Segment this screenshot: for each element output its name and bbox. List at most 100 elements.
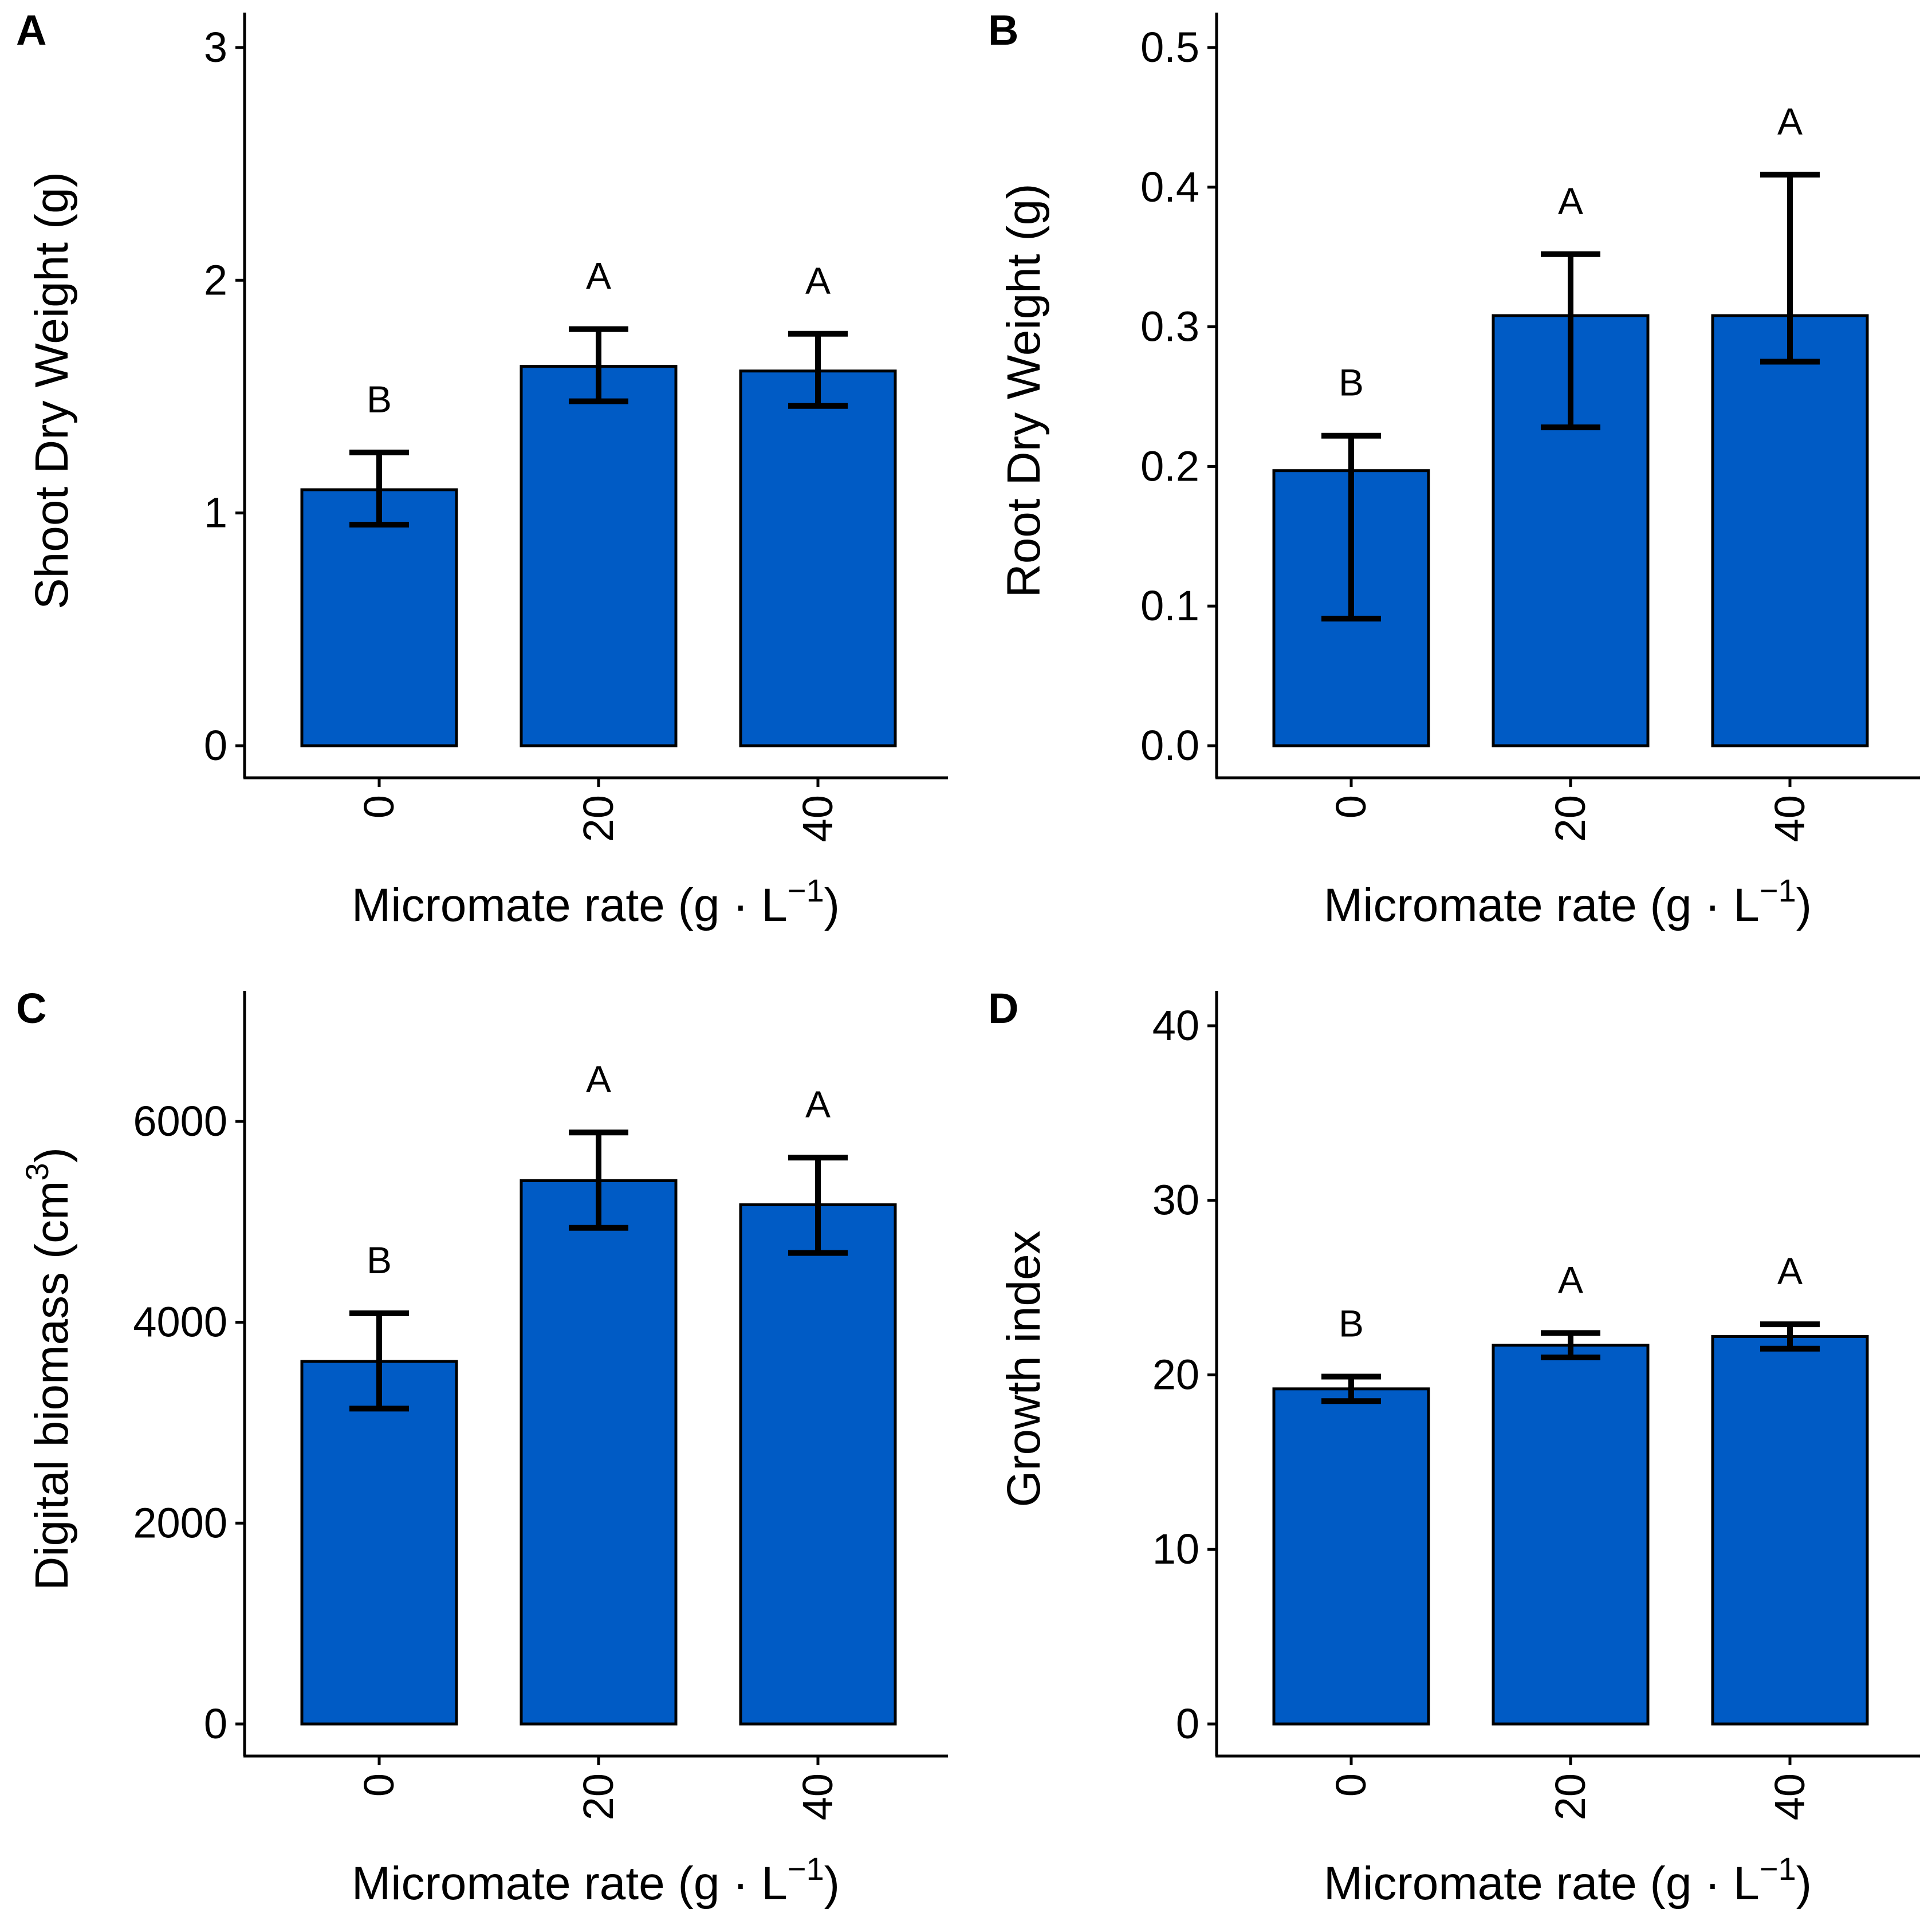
significance-letter: A bbox=[586, 1058, 611, 1100]
y-tick-label: 0 bbox=[204, 1700, 227, 1747]
error-bar-20 bbox=[1541, 251, 1600, 431]
significance-letter: A bbox=[586, 255, 611, 297]
y-tick-label: 2000 bbox=[133, 1499, 227, 1546]
bar-20 bbox=[520, 365, 678, 747]
bar-40 bbox=[1711, 314, 1869, 747]
bar-20 bbox=[1492, 1344, 1650, 1726]
y-tick-label: 0.4 bbox=[1140, 163, 1199, 211]
bar-20 bbox=[520, 1179, 678, 1726]
significance-letter: B bbox=[367, 1239, 392, 1281]
significance-letter: A bbox=[1777, 100, 1803, 143]
y-tick-label: 0.1 bbox=[1140, 582, 1199, 629]
x-tick-label: 0 bbox=[1327, 795, 1375, 818]
panel-letter: D bbox=[988, 985, 1018, 1032]
x-tick-label: 40 bbox=[1766, 1773, 1813, 1820]
y-tick-label: 3 bbox=[204, 23, 227, 71]
significance-letter: A bbox=[1777, 1250, 1803, 1292]
bar-40 bbox=[739, 369, 897, 747]
y-tick-label: 0.5 bbox=[1140, 23, 1199, 71]
error-bar-40 bbox=[788, 330, 848, 409]
panel-letter: C bbox=[16, 985, 46, 1032]
x-axis-title-superscript: −1 bbox=[1760, 1851, 1796, 1887]
x-tick-label: 20 bbox=[1547, 1773, 1594, 1820]
y-axis-title-text: Shoot Dry Weight (g) bbox=[26, 172, 78, 609]
x-axis-title-text: Micromate rate (g · L bbox=[1324, 879, 1760, 931]
panel-letter: B bbox=[988, 6, 1018, 54]
x-tick-label: 0 bbox=[355, 795, 403, 818]
error-bar-20 bbox=[569, 326, 628, 404]
y-tick-label: 30 bbox=[1152, 1176, 1199, 1224]
y-axis-title: Shoot Dry Weight (g) bbox=[26, 172, 78, 609]
significance-letter: B bbox=[1339, 361, 1364, 404]
x-axis-title: Micromate rate (g · L−1) bbox=[1324, 1851, 1812, 1910]
significance-letter: A bbox=[805, 1083, 831, 1125]
x-axis-title-close: ) bbox=[824, 1857, 840, 1910]
y-axis-title-text: Digital biomass (cm bbox=[26, 1181, 78, 1591]
error-bar-0 bbox=[1321, 1373, 1381, 1404]
bar-0 bbox=[300, 488, 458, 747]
x-axis-title: Micromate rate (g · L−1) bbox=[352, 872, 840, 931]
x-tick-label: 0 bbox=[355, 1773, 403, 1797]
error-bar-0 bbox=[1321, 432, 1381, 622]
error-bar-40 bbox=[788, 1155, 848, 1256]
y-tick-label: 10 bbox=[1152, 1525, 1199, 1573]
y-tick-label: 0 bbox=[204, 722, 227, 769]
error-bar-40 bbox=[1760, 1321, 1820, 1352]
bar-0 bbox=[1272, 1387, 1430, 1726]
y-tick-label: 40 bbox=[1152, 1002, 1199, 1049]
panel-letter: A bbox=[16, 6, 46, 54]
x-axis-title-text: Micromate rate (g · L bbox=[352, 1857, 788, 1910]
error-bar-20 bbox=[1541, 1330, 1600, 1360]
x-tick-label: 20 bbox=[1547, 795, 1594, 842]
y-axis-title: Root Dry Weight (g) bbox=[998, 183, 1050, 597]
y-axis-title-superscript: 3 bbox=[19, 1163, 55, 1180]
bar-0 bbox=[300, 1360, 458, 1726]
error-bar-40 bbox=[1760, 171, 1820, 365]
x-axis-title-superscript: −1 bbox=[1760, 872, 1796, 908]
x-axis-title-close: ) bbox=[824, 879, 840, 931]
y-axis-title-close: ) bbox=[26, 1147, 78, 1163]
x-tick-label: 20 bbox=[575, 795, 622, 842]
significance-letter: B bbox=[367, 378, 392, 420]
y-tick-label: 0.3 bbox=[1140, 303, 1199, 351]
x-tick-label: 40 bbox=[794, 1773, 841, 1820]
y-tick-label: 2 bbox=[204, 256, 227, 304]
x-tick-label: 40 bbox=[794, 795, 841, 842]
significance-letter: A bbox=[1558, 1258, 1583, 1301]
bar-40 bbox=[739, 1203, 897, 1726]
x-axis-title: Micromate rate (g · L−1) bbox=[352, 1851, 840, 1910]
y-tick-label: 1 bbox=[204, 489, 227, 537]
error-bar-0 bbox=[349, 450, 409, 528]
x-axis-title-superscript: −1 bbox=[788, 872, 824, 908]
significance-letter: B bbox=[1339, 1302, 1364, 1345]
y-tick-label: 0.0 bbox=[1140, 722, 1199, 769]
significance-letter: A bbox=[1558, 180, 1583, 222]
x-axis-title-close: ) bbox=[1796, 879, 1812, 931]
y-tick-label: 6000 bbox=[133, 1097, 227, 1145]
x-tick-label: 20 bbox=[575, 1773, 622, 1820]
x-tick-label: 40 bbox=[1766, 795, 1813, 842]
y-axis-title: Growth index bbox=[998, 1230, 1050, 1507]
error-bar-20 bbox=[569, 1129, 628, 1231]
x-axis-title-close: ) bbox=[1796, 1857, 1812, 1910]
y-tick-label: 0 bbox=[1176, 1700, 1199, 1747]
x-axis-title-text: Micromate rate (g · L bbox=[1324, 1857, 1760, 1910]
y-axis-title: Digital biomass (cm3) bbox=[19, 1147, 78, 1591]
x-tick-label: 0 bbox=[1327, 1773, 1375, 1797]
y-axis-title-text: Root Dry Weight (g) bbox=[998, 183, 1050, 597]
x-axis-title-superscript: −1 bbox=[788, 1851, 824, 1887]
bar-40 bbox=[1711, 1335, 1869, 1726]
y-tick-label: 0.2 bbox=[1140, 442, 1199, 490]
x-axis-title-text: Micromate rate (g · L bbox=[352, 879, 788, 931]
y-tick-label: 4000 bbox=[133, 1298, 227, 1346]
y-axis-title-text: Growth index bbox=[998, 1230, 1050, 1507]
error-bar-0 bbox=[349, 1310, 409, 1412]
y-tick-label: 20 bbox=[1152, 1351, 1199, 1398]
significance-letter: A bbox=[805, 259, 831, 302]
x-axis-title: Micromate rate (g · L−1) bbox=[1324, 872, 1812, 931]
